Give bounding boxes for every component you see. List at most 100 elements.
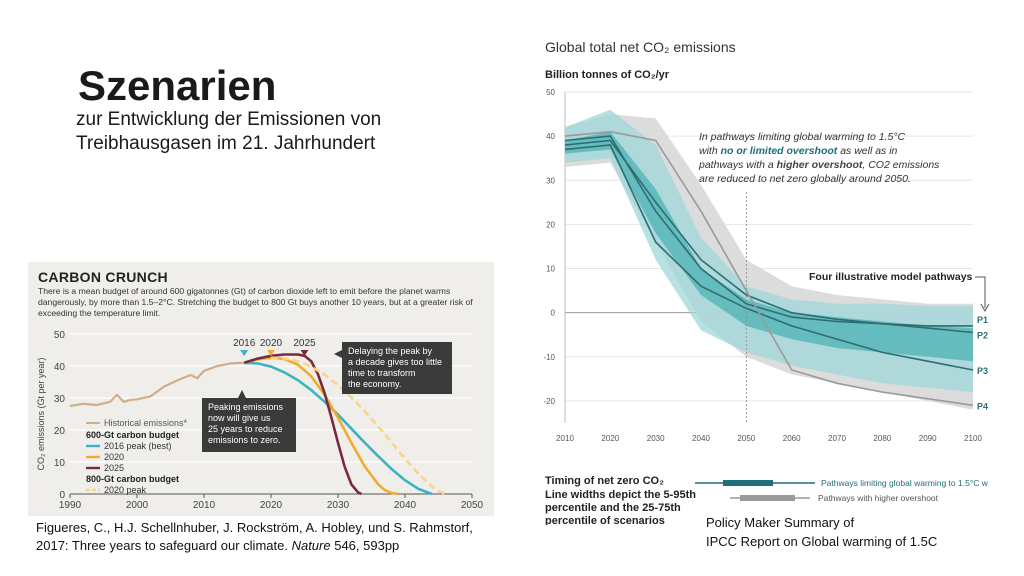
ipcc-timing-teal-label: Pathways limiting global warming to 1.5°… (821, 478, 989, 488)
ipcc-timing-legend: Timing of net zero CO₂ Line widths depict… (545, 475, 989, 525)
cc-peak-marker (300, 350, 309, 356)
cc-x-tick-label: 2010 (193, 500, 216, 511)
ipcc-y-tick-label: -10 (543, 353, 555, 362)
ipcc-series-line-p2 (564, 139, 974, 334)
ipcc-callout-line: are reduced to net zero globally around … (699, 173, 911, 185)
ipcc-y-tick-label: 40 (546, 132, 555, 141)
ipcc-caption: Policy Maker Summary of IPCC Report on G… (706, 513, 937, 551)
ipcc-callout-line: In pathways limiting global warming to 1… (699, 131, 906, 143)
ipcc-x-tick-label: 2020 (601, 434, 619, 443)
cc-series-line-1 (244, 361, 433, 496)
ipcc-pathways-arrow (980, 303, 990, 313)
ipcc-callout-text: , CO2 emissions (862, 159, 940, 171)
ipcc-band-2 (565, 131, 973, 362)
cc-y-tick-label: 20 (54, 426, 66, 437)
ipcc-callout-highlight: higher overshoot (777, 159, 863, 171)
cc-peak-marker (267, 350, 275, 356)
cc-annotation-text: a decade gives too little (348, 357, 442, 367)
ipcc-y-tick-label: 10 (546, 265, 555, 274)
cc-peak-marker (240, 350, 249, 356)
ipcc-callout-text: with (699, 145, 721, 157)
ipcc-series-line-p1 (564, 135, 973, 327)
slide-title: Szenarien (78, 62, 277, 109)
ipcc-x-tick-label: 2040 (692, 434, 710, 443)
ipcc-y-tick-label: 30 (546, 176, 555, 185)
cc-legend-label: 2020 peak (104, 485, 147, 495)
ipcc-callout-text: as well as in (837, 145, 897, 157)
ipcc-callout-highlight: no or limited overshoot (721, 145, 838, 157)
cc-x-tick-label: 1990 (59, 500, 82, 511)
cc-y-tick-label: 0 (59, 490, 65, 501)
ipcc-caption-line-2: IPCC Report on Global warming of 1.5C (706, 534, 938, 549)
ipcc-title: Global total net CO₂ emissions (545, 39, 736, 55)
citation-journal: Nature (291, 538, 331, 553)
ipcc-timing-text: percentile of scenarios (545, 515, 665, 525)
carbon-crunch-panel: 0 10 20 30 40 50 1990 2000 2010 2020 2030 2040 2050 C… (28, 262, 494, 544)
cc-x-tick-label: 2050 (461, 500, 484, 511)
ipcc-y-axis-label: Billion tonnes of CO₂/yr (545, 69, 670, 81)
cc-y-tick-label: 40 (54, 362, 66, 373)
cc-legend-label: 2016 peak (best) (104, 441, 172, 451)
ipcc-x-tick-label: 2060 (783, 434, 801, 443)
cc-x-tick-label: 2030 (327, 500, 350, 511)
cc-y-tick-label: 50 (54, 330, 66, 341)
ipcc-pathway-label: P3 (977, 366, 988, 376)
citation: Figueres, C., H.J. Schellnhuber, J. Rock… (28, 516, 494, 556)
citation-volume: 546, 593pp (330, 538, 400, 553)
cc-annotation-text: emissions to zero. (208, 435, 281, 445)
cc-annotation-text: Delaying the peak by (348, 346, 433, 356)
ipcc-timing-text: Line widths depict the 5-95th (545, 489, 696, 501)
citation-line-1: Figueres, C., H.J. Schellnhuber, J. Rock… (36, 520, 473, 535)
cc-legend-label: Historical emissions* (104, 418, 188, 428)
ipcc-caption-line-1: Policy Maker Summary of (706, 515, 855, 530)
ipcc-series-line-p4 (564, 130, 974, 407)
cc-series-line-4 (270, 356, 446, 496)
ipcc-timing-text: percentile and the 25-75th (545, 502, 681, 514)
cc-annotation-box (342, 342, 452, 394)
cc-y-tick-label: 30 (54, 394, 66, 405)
cc-annotation-box (202, 398, 296, 452)
ipcc-timing-grey-label: Pathways with higher overshoot (818, 493, 939, 503)
cc-x-tick-label: 2000 (126, 500, 149, 511)
ipcc-y-tick-label: -20 (543, 397, 555, 406)
slide-subtitle: zur Entwicklung der Emissionen von Treib… (76, 108, 381, 156)
cc-x-tick-label: 2020 (260, 500, 283, 511)
ipcc-pathways-label: Four illustrative model pathways (809, 271, 973, 283)
cc-legend-label: 2020 (104, 452, 124, 462)
cc-annotation-text: now will give us (208, 413, 271, 423)
cc-x-tick-label: 2040 (394, 500, 417, 511)
cc-legend: Historical emissions* 600-Gt carbon budge… (86, 418, 188, 495)
cc-peak-label: 2020 (260, 338, 283, 349)
cc-annotation-pointer (334, 350, 342, 358)
ipcc-y-tick-label: 0 (551, 309, 556, 318)
ipcc-pathway-label: P4 (977, 401, 988, 411)
ipcc-x-tick-label: 2010 (556, 434, 574, 443)
ipcc-callout-line: with no or limited overshoot as well as … (699, 145, 898, 157)
citation-line-2: 2017: Three years to safeguard our clima… (36, 537, 494, 555)
ipcc-pathway-label: P2 (977, 331, 988, 341)
cc-legend-group-title: 600-Gt carbon budget (86, 430, 179, 440)
ipcc-x-tick-label: 2090 (919, 434, 937, 443)
carbon-crunch-description: There is a mean budget of around 600 gig… (38, 286, 473, 319)
ipcc-y-tick-label: 20 (546, 220, 555, 229)
ipcc-x-tick-label: 2100 (964, 434, 982, 443)
ipcc-y-tick-label: 50 (546, 88, 555, 97)
cc-series-line-3 (243, 353, 362, 496)
ipcc-x-tick-label: 2070 (828, 434, 846, 443)
ipcc-timing-grey-iqr (740, 495, 795, 501)
cc-annotation-text: time to transform (348, 368, 416, 378)
ipcc-pathway-label: P1 (977, 315, 988, 325)
ipcc-series-line-p3 (564, 144, 974, 371)
cc-y-tick-label: 10 (54, 458, 66, 469)
cc-legend-label: 2025 (104, 463, 124, 473)
ipcc-callout: In pathways limiting global warming to 1… (698, 131, 940, 185)
ipcc-timing-title: Timing of net zero CO₂ (545, 475, 664, 487)
carbon-crunch-title: CARBON CRUNCH (38, 269, 168, 285)
cc-annotation-text: 25 years to reduce (208, 424, 283, 434)
subtitle-line-2: Treibhausgasen im 21. Jahrhundert (76, 133, 376, 154)
ipcc-pathways-bracket (975, 276, 986, 308)
cc-peak-label: 2016 (233, 338, 256, 349)
ipcc-x-tick-label: 2030 (647, 434, 665, 443)
cc-annotation-text: Peaking emissions (208, 402, 284, 412)
